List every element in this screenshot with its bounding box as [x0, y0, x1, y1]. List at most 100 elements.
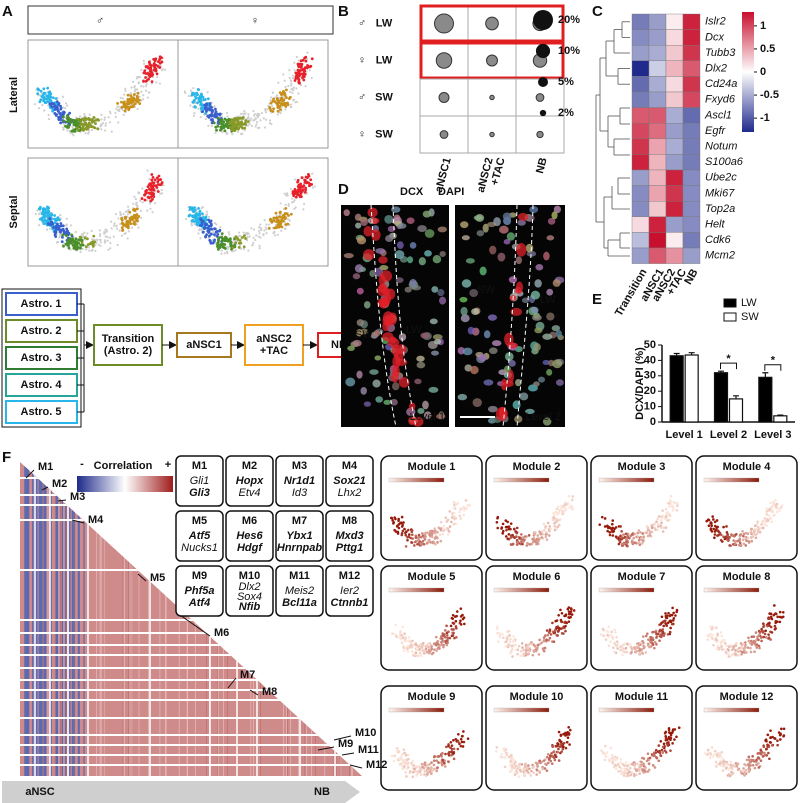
- module-dot: [390, 754, 394, 758]
- umap-dot: [241, 126, 244, 130]
- module-dot: [671, 606, 674, 610]
- module-dot: [613, 641, 616, 645]
- module-dot: [661, 745, 665, 749]
- nucleus: [530, 290, 541, 300]
- gene-label: Helt: [705, 219, 726, 231]
- umap-bg-dot: [122, 113, 125, 116]
- module-dot: [756, 527, 759, 530]
- umap-bg-dot: [124, 210, 127, 213]
- module-dot: [634, 651, 638, 654]
- module-dot: [500, 527, 503, 530]
- umap-bg-dot: [262, 117, 266, 120]
- umap-bg-dot: [145, 83, 148, 86]
- umap-bg-dot: [148, 202, 152, 205]
- module-dot: [397, 750, 401, 754]
- umap-dot: [283, 101, 287, 105]
- umap-bg-dot: [207, 215, 211, 219]
- umap-bg-dot: [297, 92, 300, 95]
- umap-dot: [218, 113, 222, 117]
- umap-dot: [75, 240, 79, 244]
- umap-bg-dot: [199, 237, 202, 240]
- module-dot: [650, 530, 654, 534]
- module-dot: [536, 643, 540, 647]
- umap-bg-dot: [306, 192, 309, 195]
- module-dot: [435, 769, 438, 773]
- module-dot: [605, 629, 609, 633]
- umap-bg-dot: [118, 229, 121, 232]
- umap-bg-dot: [105, 230, 109, 233]
- module-marker: M1: [38, 461, 53, 473]
- umap-bg-dot: [62, 128, 65, 131]
- umap-dot: [50, 220, 53, 224]
- umap-bg-dot: [289, 187, 293, 190]
- heatmap-cell: [682, 45, 701, 62]
- umap-dot: [59, 230, 62, 234]
- module-dot: [457, 733, 460, 736]
- module-dot: [653, 753, 656, 757]
- umap-bg-dot: [277, 81, 280, 84]
- nucleus: [363, 301, 371, 309]
- module-id: M6: [242, 515, 257, 527]
- umap-dot: [66, 123, 70, 127]
- module-dot: [760, 639, 763, 643]
- umap-dot: [274, 211, 278, 215]
- umap-dot: [94, 118, 98, 122]
- module-dot: [533, 538, 536, 542]
- umap-bg-dot: [248, 123, 251, 126]
- nucleus: [343, 209, 350, 217]
- module-dot: [552, 640, 556, 644]
- module-dot: [426, 541, 429, 545]
- size-legend-label: 2%: [558, 107, 574, 119]
- module-dot: [757, 766, 761, 769]
- module-dot: [757, 638, 760, 642]
- umap-dot: [46, 86, 50, 90]
- module-dot: [631, 541, 634, 544]
- umap-dot: [130, 96, 134, 99]
- nucleus: [471, 308, 480, 316]
- module-dot: [653, 646, 656, 650]
- module-dot: [721, 769, 725, 772]
- module-dot: [719, 755, 723, 759]
- umap-bg-dot: [197, 232, 200, 235]
- nucleus: [397, 223, 407, 229]
- module-dot: [672, 611, 675, 615]
- module-dot: [417, 538, 420, 541]
- umap-dot: [158, 58, 162, 61]
- module-id: M8: [342, 515, 357, 527]
- module-dot: [753, 528, 757, 531]
- module-dot: [760, 627, 763, 631]
- umap-bg-dot: [103, 116, 106, 119]
- module-dot: [651, 643, 655, 646]
- module-dot: [419, 643, 422, 647]
- umap-dot: [148, 69, 152, 73]
- nucleus: [467, 326, 475, 335]
- umap-dot: [71, 243, 75, 247]
- module-dot: [512, 639, 516, 642]
- nucleus: [555, 329, 562, 338]
- umap-bg-dot: [162, 184, 165, 187]
- heatmap-cell: [648, 29, 667, 46]
- stage-label: aNSC1: [186, 339, 221, 351]
- module-dot: [624, 532, 628, 536]
- umap-bg-dot: [311, 172, 314, 175]
- module-dot: [519, 770, 523, 773]
- heatmap-cell: [682, 13, 701, 30]
- umap-bg-dot: [151, 211, 154, 214]
- umap-dot: [213, 238, 216, 242]
- module-dot: [778, 620, 782, 624]
- nucleus: [555, 379, 564, 386]
- module-dot: [745, 532, 749, 535]
- module-dot: [711, 633, 714, 637]
- module-dot: [399, 630, 402, 633]
- module-dot: [507, 527, 511, 531]
- dcx-signal: [378, 256, 388, 264]
- module-dot: [501, 633, 504, 636]
- module-dot: [568, 728, 572, 732]
- module-dot: [452, 628, 455, 631]
- module-dot: [629, 645, 633, 649]
- module-dot: [464, 499, 468, 502]
- module-dot: [747, 758, 751, 762]
- module-dot: [436, 766, 439, 769]
- umap-dot: [289, 212, 293, 216]
